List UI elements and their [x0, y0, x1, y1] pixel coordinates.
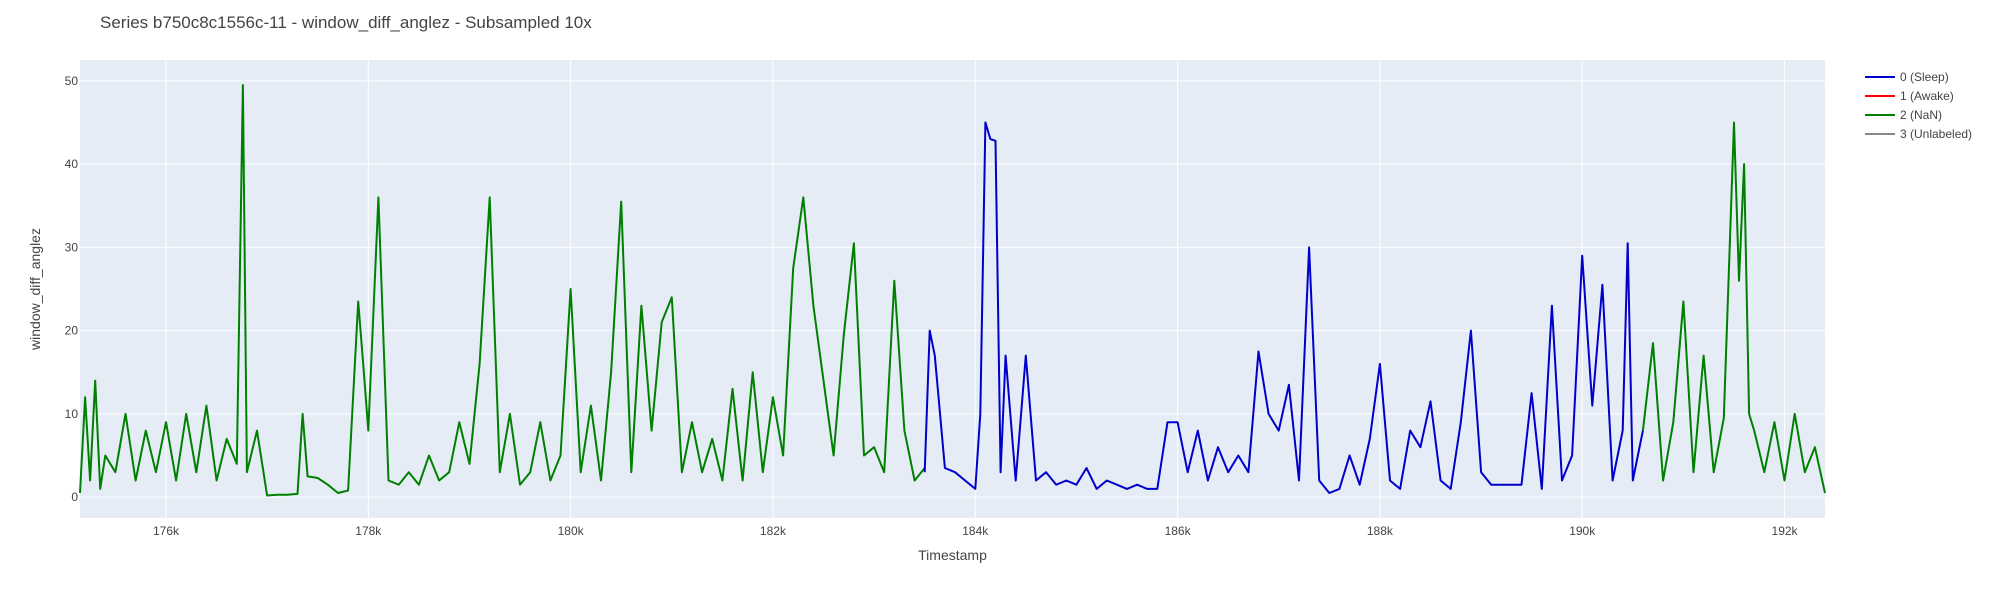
x-tick-label: 188k [1367, 524, 1394, 538]
tick-layer: 176k 178k 180k 182k 184k 186k 188k 190k 192k 0 10 2… [65, 74, 1799, 538]
legend-swatch [1865, 94, 1895, 97]
chart-title: Series b750c8c1556c-11 - window_diff_ang… [100, 13, 592, 32]
legend-swatch [1865, 75, 1895, 78]
legend-label: 0 (Sleep) [1900, 69, 1949, 84]
series-line-1[interactable] [923, 121, 1644, 494]
legend-item[interactable]: 1 (Awake) [1865, 86, 1972, 105]
y-tick-label: 0 [71, 490, 78, 504]
x-tick-label: 186k [1165, 524, 1192, 538]
legend-swatch [1865, 113, 1895, 116]
x-axis-title: Timestamp [918, 547, 987, 563]
y-tick-label: 40 [65, 157, 79, 171]
series-line-0[interactable] [79, 84, 926, 497]
y-tick-label: 10 [65, 407, 79, 421]
legend-item[interactable]: 2 (NaN) [1865, 105, 1972, 124]
x-tick-label: 178k [355, 524, 382, 538]
y-tick-label: 50 [65, 74, 79, 88]
legend: 0 (Sleep) 1 (Awake) 2 (NaN) 3 (Unlabeled) [1865, 67, 1972, 143]
x-tick-label: 182k [760, 524, 787, 538]
legend-label: 1 (Awake) [1900, 88, 1954, 103]
x-tick-label: 190k [1569, 524, 1596, 538]
legend-label: 3 (Unlabeled) [1900, 126, 1973, 141]
series-line-2[interactable] [1641, 121, 1826, 494]
plot-background[interactable] [80, 60, 1825, 518]
x-tick-label: 184k [962, 524, 989, 538]
y-tick-label: 30 [65, 240, 79, 254]
x-tick-label: 180k [558, 524, 585, 538]
x-tick-label: 192k [1772, 524, 1799, 538]
legend-label: 2 (NaN) [1900, 107, 1943, 122]
y-axis-title: window_diff_anglez [27, 228, 43, 351]
y-tick-label: 20 [65, 324, 79, 338]
legend-item[interactable]: 0 (Sleep) [1865, 67, 1972, 86]
series-layer [79, 84, 1826, 497]
x-tick-label: 176k [153, 524, 180, 538]
legend-item[interactable]: 3 (Unlabeled) [1865, 124, 1972, 143]
legend-swatch [1865, 132, 1895, 135]
